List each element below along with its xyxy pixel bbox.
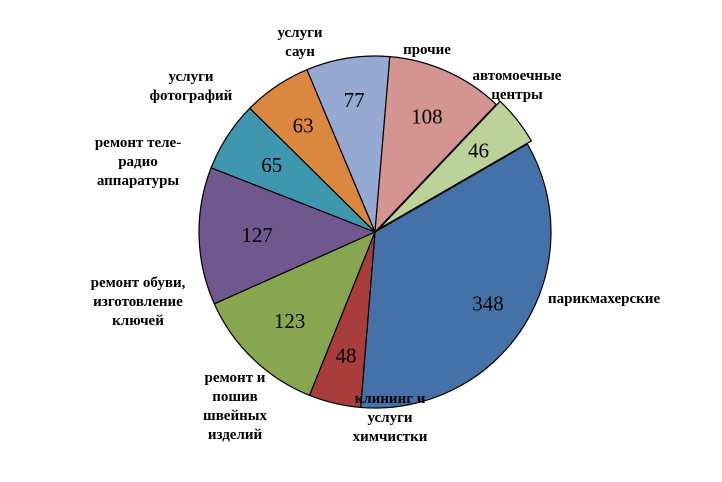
category-label-line: изделий <box>208 427 263 443</box>
category-label-line: услуги <box>277 25 322 41</box>
value-label-3: 127 <box>241 223 273 247</box>
pie-slice-0 <box>360 143 552 409</box>
category-label-line: ремонт обуви, <box>91 275 186 291</box>
category-label-line: услуги <box>367 410 412 426</box>
category-labels: парикмахерские клининг и услуги химчистки ре… <box>91 25 661 445</box>
category-label-line: радио <box>118 154 158 170</box>
category-label-line: автомоечные <box>473 68 562 84</box>
value-label-7: 108 <box>411 104 443 128</box>
category-label-5: услуги фотографий <box>150 69 233 104</box>
category-label-line: ремонт и <box>205 370 266 386</box>
category-label-line: ремонт теле- <box>95 135 181 151</box>
category-label-line: парикмахерские <box>548 291 660 307</box>
pie-slice-7 <box>374 55 498 234</box>
value-label-8: 46 <box>468 138 489 162</box>
category-label-line: услуги <box>168 69 213 85</box>
category-label-1: клининг и услуги химчистки <box>353 391 428 445</box>
value-label-4: 65 <box>261 153 282 177</box>
pie-slice-8 <box>378 100 533 230</box>
value-label-5: 63 <box>293 114 314 138</box>
category-label-line: прочие <box>403 42 451 58</box>
category-label-line: изготовление <box>93 294 183 310</box>
value-label-1: 48 <box>335 343 356 367</box>
category-label-4: ремонт теле-радио аппаратуры <box>95 135 181 189</box>
category-label-line: центры <box>491 87 543 103</box>
value-labels: 348 48 123 127 65 63 77 108 46 <box>241 88 503 367</box>
value-label-0: 348 <box>472 292 504 316</box>
category-label-line: ключей <box>112 313 164 329</box>
category-label-line: саун <box>285 44 315 60</box>
pie-slice-3 <box>198 166 377 305</box>
category-label-line: аппаратуры <box>97 173 180 189</box>
category-label-line: химчистки <box>353 429 428 445</box>
pie-slices <box>198 55 552 409</box>
value-label-6: 77 <box>344 88 365 112</box>
category-label-0: парикмахерские <box>548 291 660 307</box>
pie-slice-2 <box>213 230 377 397</box>
category-label-7: прочие <box>403 42 451 58</box>
value-label-2: 123 <box>274 309 306 333</box>
category-label-3: ремонт обуви, изготовление ключей <box>91 275 186 329</box>
category-label-line: фотографий <box>150 88 233 104</box>
category-label-8: автомоечные центры <box>473 68 562 103</box>
category-label-line: клининг и <box>355 391 426 407</box>
category-label-2: ремонт и пошив швейных изделий <box>203 370 267 443</box>
category-label-line: швейных <box>203 408 267 424</box>
category-label-line: пошив <box>212 389 258 405</box>
category-label-6: услуги саун <box>277 25 322 60</box>
